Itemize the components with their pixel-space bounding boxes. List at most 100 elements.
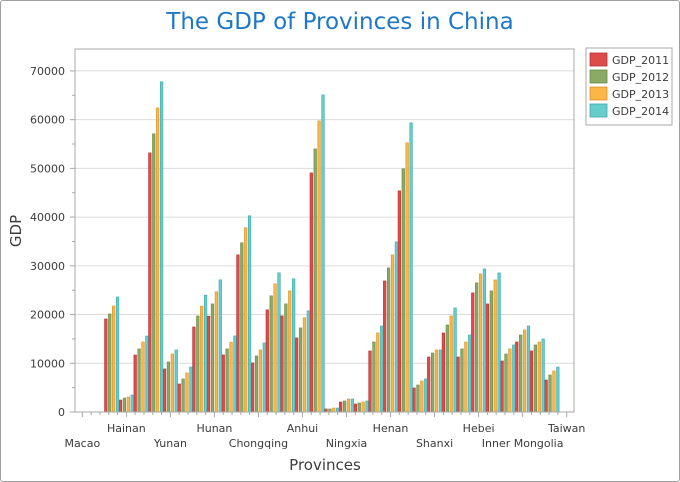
- bar-gdp-2012: [342, 400, 347, 413]
- bar-gdp-2013: [141, 341, 145, 413]
- y-tick-label: 30000: [30, 260, 65, 273]
- x-tick-label: Shanxi: [416, 437, 453, 450]
- bar-gdp-2014: [468, 334, 472, 413]
- bar-gdp-2014: [512, 344, 516, 413]
- bar-gdp-2012: [108, 313, 112, 413]
- bar-gdp-2011: [353, 403, 357, 413]
- bar-gdp-2014: [115, 296, 120, 413]
- bar-gdp-2011: [280, 315, 284, 413]
- bar-gdp-2014: [248, 215, 252, 413]
- y-tick-label: 40000: [30, 211, 65, 224]
- bar-gdp-2012: [489, 290, 493, 413]
- bar-gdp-2012: [152, 133, 156, 413]
- bar-gdp-2014: [409, 122, 413, 413]
- bar-gdp-2011: [265, 309, 269, 413]
- x-tick-label: Henan: [373, 422, 409, 435]
- bar-gdp-2014: [556, 366, 560, 413]
- bar-gdp-2013: [449, 315, 453, 413]
- bar-gdp-2014: [130, 394, 134, 413]
- x-tick-label: Macao: [64, 437, 100, 450]
- bar-gdp-2014: [380, 325, 384, 413]
- bar-gdp-2011: [412, 387, 416, 413]
- x-axis-title: Provinces: [289, 456, 361, 474]
- bar-gdp-2011: [529, 350, 534, 413]
- bar-gdp-2012: [548, 374, 552, 413]
- bar-gdp-2014: [277, 272, 281, 413]
- bar-gdp-2011: [441, 332, 446, 413]
- bar-gdp-2011: [236, 254, 240, 413]
- bar-gdp-2013: [537, 341, 541, 413]
- bar-gdp-2011: [295, 337, 299, 413]
- legend-label: GDP_2012: [612, 71, 669, 84]
- bar-gdp-2012: [460, 348, 464, 413]
- bar-gdp-2013: [156, 107, 160, 413]
- bar-gdp-2011: [368, 350, 372, 413]
- bar-gdp-2011: [544, 379, 548, 413]
- bar-gdp-2011: [500, 360, 504, 413]
- bar-gdp-2014: [233, 335, 237, 413]
- bar-gdp-2014: [292, 278, 296, 413]
- chart-title: The GDP of Provinces in China: [165, 9, 513, 35]
- bar-gdp-2011: [456, 356, 460, 413]
- legend-swatch: [589, 103, 608, 118]
- bar-gdp-2014: [365, 400, 369, 413]
- bar-gdp-2013: [273, 283, 277, 413]
- bar-gdp-2014: [350, 398, 354, 413]
- bar-gdp-2012: [284, 303, 288, 413]
- bar-gdp-2012: [533, 344, 537, 413]
- legend: GDP_2011 GDP_2012 GDP_2013 GDP_2014: [585, 47, 673, 126]
- plot-area-border: [74, 48, 575, 413]
- bar-gdp-2011: [515, 341, 519, 413]
- bar-gdp-2014: [541, 338, 545, 413]
- bar-gdp-2012: [196, 315, 200, 413]
- bar-gdp-2011: [251, 362, 255, 413]
- bar-gdp-2013: [170, 353, 174, 413]
- bar-gdp-2014: [306, 310, 310, 413]
- bar-gdp-2014: [145, 335, 149, 413]
- bar-gdp-2013: [478, 273, 483, 413]
- y-tick-label: 70000: [30, 65, 65, 78]
- bar-gdp-2011: [427, 356, 431, 413]
- bar-gdp-2013: [420, 380, 424, 413]
- bar-gdp-2012: [372, 341, 376, 413]
- bar-gdp-2012: [504, 353, 508, 413]
- bar-gdp-2013: [302, 317, 307, 413]
- bar-gdp-2011: [104, 318, 108, 413]
- bar-gdp-2013: [229, 341, 233, 413]
- bar-gdp-2014: [321, 94, 325, 413]
- bar-gdp-2012: [122, 397, 127, 413]
- bar-gdp-2013: [112, 305, 116, 413]
- bar-gdp-2013: [288, 290, 292, 413]
- bar-gdp-2012: [269, 295, 273, 413]
- bar-gdp-2013: [214, 291, 218, 413]
- bar-gdp-2011: [485, 303, 490, 413]
- bar-gdp-2014: [174, 349, 178, 413]
- bar-gdp-2013: [522, 329, 527, 413]
- bar-gdp-2012: [240, 242, 244, 413]
- bar-gdp-2011: [177, 383, 181, 413]
- bar-gdp-2013: [390, 254, 395, 413]
- bar-gdp-2014: [526, 325, 531, 413]
- bar-gdp-2013: [185, 372, 189, 413]
- y-tick-label: 20000: [30, 309, 65, 322]
- bar-gdp-2014: [218, 279, 222, 413]
- bar-gdp-2012: [137, 348, 141, 413]
- bar-gdp-2011: [309, 172, 313, 413]
- x-tick-label: Hainan: [107, 422, 146, 435]
- bar-gdp-2012: [445, 324, 449, 413]
- bar-gdp-2012: [298, 327, 303, 413]
- bar-gdp-2014: [204, 294, 208, 413]
- bar-gdp-2012: [386, 267, 391, 413]
- bar-gdp-2014: [438, 349, 443, 413]
- bar-gdp-2013: [508, 348, 512, 413]
- bar-gdp-2013: [317, 120, 321, 413]
- bar-gdp-2013: [258, 349, 263, 413]
- y-axis-title: GDP: [7, 215, 25, 247]
- bar-gdp-2011: [162, 368, 167, 413]
- bar-gdp-2013: [346, 398, 351, 413]
- bar-gdp-2014: [497, 272, 501, 413]
- bar-gdp-2011: [118, 399, 123, 413]
- legend-swatch: [589, 52, 608, 67]
- bar-gdp-2011: [192, 326, 196, 413]
- bar-gdp-2013: [434, 349, 439, 413]
